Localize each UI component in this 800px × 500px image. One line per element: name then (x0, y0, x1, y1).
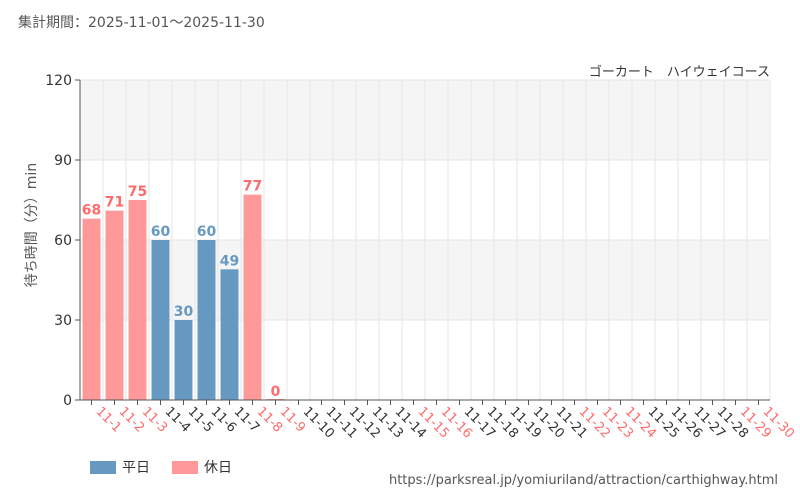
bar (151, 240, 170, 400)
data-label: 60 (197, 224, 217, 240)
y-tick-label: 120 (45, 73, 72, 89)
y-tick-label: 60 (54, 233, 72, 249)
y-axis-title: 待ち時間（分）min (24, 163, 40, 287)
y-tick-label: 90 (54, 153, 72, 169)
period-label: 集計期間：2025-11-01～2025-11-30 (18, 15, 265, 31)
x-tick-label: 11-1 (93, 404, 124, 435)
data-label: 68 (82, 203, 101, 219)
data-label: 60 (151, 224, 171, 240)
legend-label-holiday: 休日 (204, 460, 232, 476)
data-label: 75 (128, 184, 147, 200)
bar (82, 218, 101, 400)
bar (105, 210, 124, 400)
legend-label-weekday: 平日 (122, 460, 150, 476)
data-label: 71 (105, 195, 124, 211)
bar (128, 200, 147, 400)
y-tick-label: 30 (54, 313, 72, 329)
chart-title: ゴーカート ハイウェイコース (588, 65, 770, 80)
bar (174, 320, 193, 400)
data-label: 77 (243, 179, 262, 195)
legend-item-holiday[interactable]: 休日 (172, 457, 232, 477)
data-label: 30 (174, 304, 194, 320)
x-axis: 11-111-211-311-411-511-611-711-811-911-1… (80, 399, 797, 442)
source-url[interactable]: https://parksreal.jp/yomiuriland/attract… (388, 473, 778, 488)
y-tick-label: 0 (63, 393, 72, 409)
legend-swatch-weekday (90, 460, 116, 474)
bar (243, 194, 262, 400)
y-axis: 0 30 60 90 120 (45, 73, 81, 409)
bar (220, 269, 239, 400)
data-label: 49 (220, 253, 239, 269)
legend-item-weekday[interactable]: 平日 (90, 457, 150, 477)
data-label: 0 (271, 384, 281, 400)
legend-swatch-holiday (172, 460, 198, 474)
legend: 平日 休日 (90, 457, 232, 477)
bar (197, 240, 216, 400)
